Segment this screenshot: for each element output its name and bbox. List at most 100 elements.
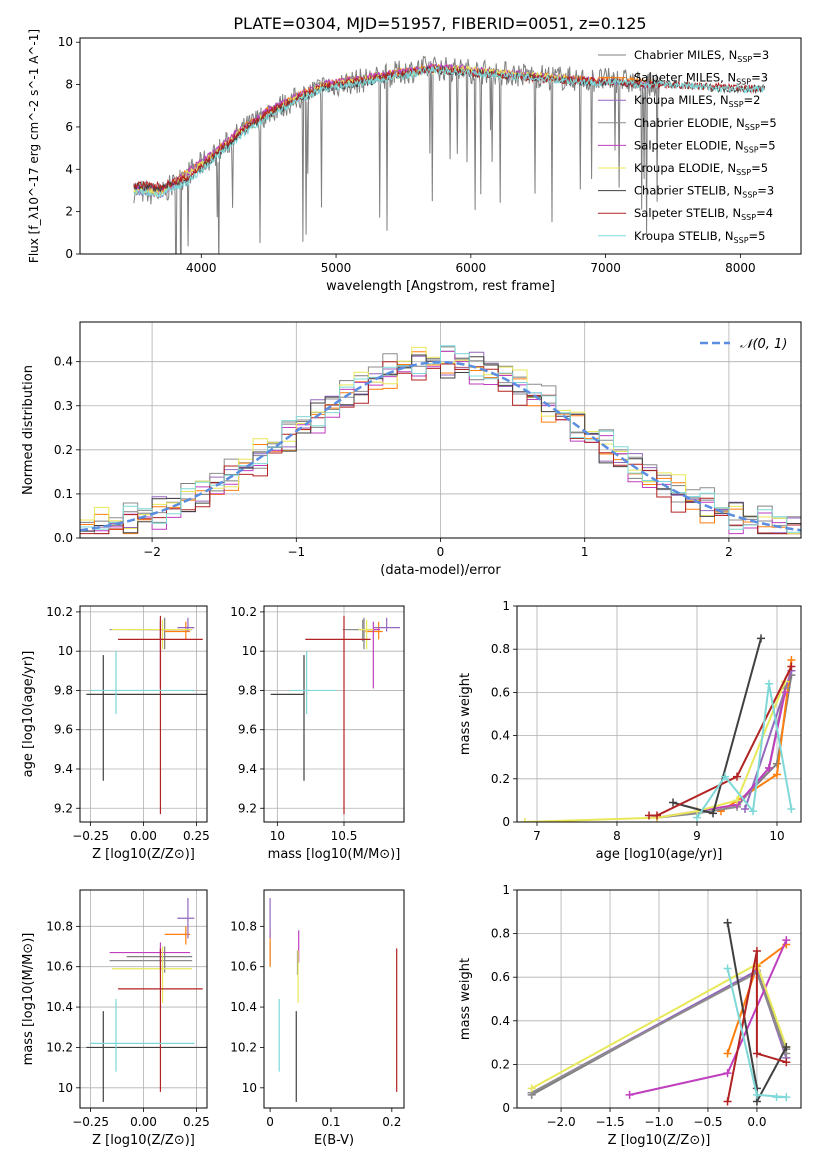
x-tick-label: 4000 [186, 261, 217, 275]
y-tick-label: 10 [242, 644, 257, 658]
y-tick-label: 10 [242, 1081, 257, 1095]
x-axis-label: Z [log10(Z/Z⊙)] [608, 1133, 711, 1148]
weight-marker [733, 796, 741, 805]
panel-residuals: −2 −1 0 1 2 0.0 0.1 0.2 0.3 0.4 (data-model)/error… [21, 321, 802, 578]
plot-area [269, 898, 398, 1102]
y-tick-label: 10 [58, 644, 73, 658]
legend-label: Chabrier STELIB, NSSP=3 [634, 184, 774, 200]
weight-marker [773, 759, 781, 768]
weight-marker [645, 811, 653, 820]
x-tick-label: 7000 [590, 261, 621, 275]
y-tick-label: 10.2 [46, 605, 73, 619]
weight-marker [521, 818, 529, 822]
y-tick-label: 0.1 [54, 487, 73, 501]
weight-marker [765, 679, 773, 688]
weight-marker [782, 1042, 791, 1051]
y-tick-label: 2 [65, 205, 73, 219]
panel-mass-weight-vs-age: 7 8 9 10 0 0.2 0.4 0.6 0.8 1 age [log10(age/yr)] ma… [458, 599, 802, 862]
y-tick-label: 0.4 [54, 355, 73, 369]
weight-marker [781, 688, 789, 697]
x-tick-label: 0.2 [382, 1115, 401, 1129]
y-tick-label: 10.2 [230, 605, 257, 619]
x-tick-label: 0.00 [130, 1115, 157, 1129]
y-tick-label: 0.6 [491, 685, 510, 699]
x-tick-label: −1.0 [644, 1115, 673, 1129]
plot-area [133, 55, 766, 254]
plot-area [80, 345, 801, 535]
y-tick-label: 10.6 [230, 960, 257, 974]
y-axis-label: mass weight [458, 958, 473, 1040]
legend-label: 𝒩(0, 1) [740, 337, 787, 352]
y-tick-label: 10.4 [230, 1000, 257, 1014]
legend-label: Salpeter ELODIE, NSSP=5 [634, 138, 776, 154]
y-tick-label: 9.4 [238, 762, 257, 776]
weight-marker [787, 662, 796, 671]
panel-mass-vs-Z: −0.25 0.00 0.25 10 10.2 10.4 10.6 10.8 Z [log10(… [21, 889, 210, 1148]
legend-label: Kroupa ELODIE, NSSP=5 [634, 161, 768, 177]
y-axis-label: mass weight [458, 673, 473, 755]
weight-marker [723, 918, 732, 927]
legend-label: Chabrier MILES, NSSP=3 [634, 48, 769, 64]
axes-frame [516, 889, 802, 1109]
y-tick-label: 0.8 [491, 642, 510, 656]
x-tick-label: 0.0 [747, 1115, 766, 1129]
y-tick-label: 0 [502, 815, 510, 829]
weight-marker [741, 805, 749, 814]
weight-marker [733, 772, 741, 781]
x-tick-label: 8000 [725, 261, 756, 275]
panel-mass-vs-EBV: 0 0.1 0.2 10 10.2 10.4 10.6 10.8 E(B-V) [230, 889, 405, 1148]
y-tick-label: 0.4 [491, 1014, 510, 1028]
normal-curve [80, 360, 801, 532]
legend-label: Salpeter STELIB, NSSP=4 [634, 206, 773, 222]
y-tick-label: 8 [65, 78, 73, 92]
y-tick-label: 10.8 [230, 919, 257, 933]
y-tick-label: 9.2 [54, 801, 73, 815]
x-tick-label: −0.25 [72, 829, 109, 843]
y-tick-label: 9.4 [54, 762, 73, 776]
plot-area [270, 615, 400, 815]
y-tick-label: 0.2 [54, 443, 73, 457]
axes-frame [516, 605, 802, 823]
x-tick-label: 10.5 [331, 829, 358, 843]
axes-frame [79, 605, 208, 823]
x-tick-label: 10 [769, 829, 784, 843]
spectrum-series [133, 66, 765, 198]
axes-frame [263, 889, 405, 1109]
axes-frame [79, 37, 802, 255]
y-tick-label: 0.2 [491, 772, 510, 786]
y-axis-label: Normed distribution [21, 365, 36, 495]
y-tick-label: 0.8 [491, 927, 510, 941]
plot-area [86, 615, 207, 815]
y-tick-label: 10.4 [46, 1000, 73, 1014]
y-axis-label: age [log10(age/yr)] [21, 651, 36, 778]
legend-label: Chabrier ELODIE, NSSP=5 [634, 116, 777, 132]
legend-label: Kroupa MILES, NSSP=2 [634, 93, 760, 109]
y-tick-label: 9.8 [54, 683, 73, 697]
weight-series [726, 950, 787, 1102]
weight-marker [527, 1084, 536, 1093]
x-tick-label: 1 [581, 545, 589, 559]
legend-label: Kroupa STELIB, NSSP=5 [634, 229, 765, 245]
x-tick-label: −1 [287, 545, 305, 559]
y-tick-label: 4 [65, 162, 73, 176]
x-axis-label: wavelength [Angstrom, rest frame] [326, 279, 555, 294]
x-axis-label: (data-model)/error [380, 563, 501, 578]
y-tick-label: 0.2 [491, 1057, 510, 1071]
weight-marker [752, 947, 761, 956]
x-tick-label: 5000 [321, 261, 352, 275]
weight-marker [782, 1093, 791, 1102]
weight-marker [757, 634, 765, 643]
y-axis-label: mass [log10(M/M⊙)] [21, 933, 36, 1066]
y-tick-label: 10.6 [46, 960, 73, 974]
y-tick-label: 9.8 [238, 683, 257, 697]
weight-marker [723, 1097, 732, 1106]
x-tick-label: 0.25 [183, 829, 210, 843]
weight-marker [749, 807, 757, 816]
weight-marker [772, 1093, 781, 1102]
x-tick-label: 10 [270, 829, 285, 843]
y-tick-label: 0.4 [491, 729, 510, 743]
panel-spectrum: 4000 5000 6000 7000 8000 0 2 4 6 8 10 wavelength [A… [27, 29, 802, 294]
x-tick-label: −1.5 [595, 1115, 624, 1129]
weight-marker [625, 1090, 634, 1099]
weight-marker [669, 798, 677, 807]
